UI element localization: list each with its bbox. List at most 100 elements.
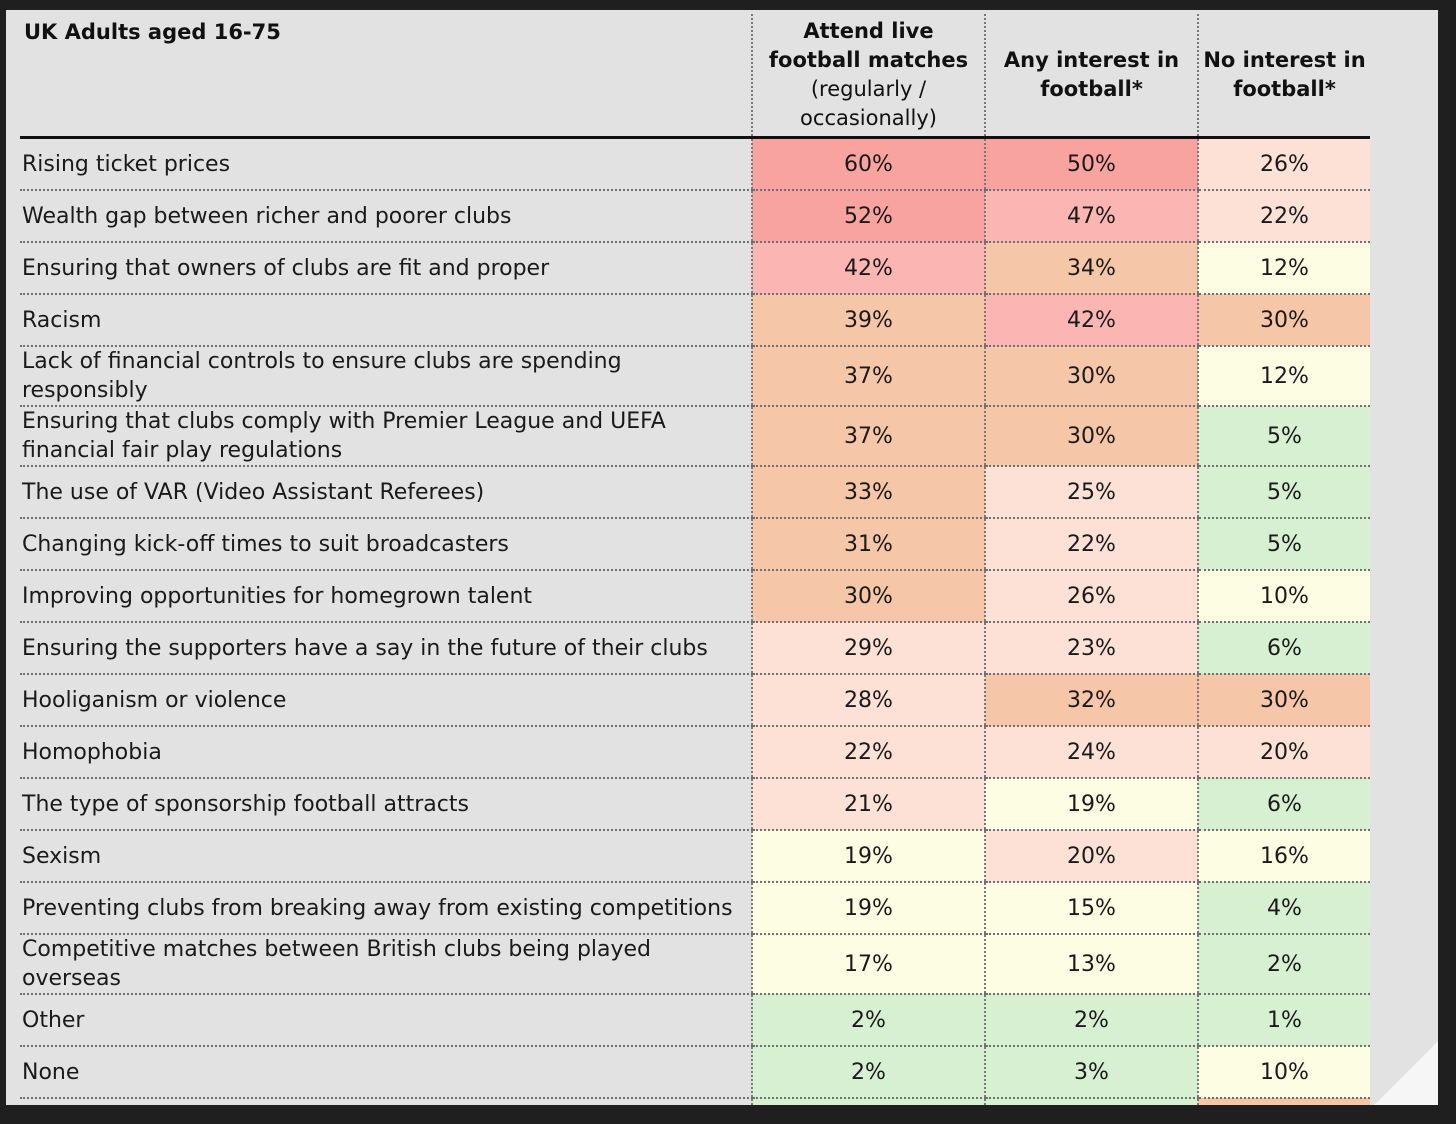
table-row: Don’t know1%4%39% [20, 1098, 1370, 1105]
value-cell: 33% [751, 466, 985, 519]
row-label: Other [20, 994, 752, 1047]
column-header-any-interest: Any interest in football* [984, 14, 1198, 139]
table-row: The type of sponsorship football attract… [20, 778, 1370, 831]
value-cell: 5% [1197, 466, 1370, 519]
row-label: Ensuring that owners of clubs are fit an… [20, 242, 752, 295]
value-cell: 30% [1197, 674, 1370, 727]
value-cell: 29% [751, 622, 985, 675]
table-row: Changing kick-off times to suit broadcas… [20, 518, 1370, 571]
value-cell: 32% [984, 674, 1198, 727]
value-cell: 10% [1197, 570, 1370, 623]
table-row: Preventing clubs from breaking away from… [20, 882, 1370, 935]
header-row: UK Adults aged 16-75 Attend live footbal… [20, 14, 1370, 139]
value-cell: 28% [751, 674, 985, 727]
row-label: Racism [20, 294, 752, 347]
value-cell: 19% [751, 830, 985, 883]
row-label: Don’t know [20, 1098, 752, 1105]
value-cell: 1% [751, 1098, 985, 1105]
value-cell: 22% [1197, 190, 1370, 243]
value-cell: 2% [1197, 934, 1370, 995]
value-cell: 2% [984, 994, 1198, 1047]
value-cell: 24% [984, 726, 1198, 779]
row-label: Sexism [20, 830, 752, 883]
row-label: Preventing clubs from breaking away from… [20, 882, 752, 935]
row-label: Homophobia [20, 726, 752, 779]
value-cell: 23% [984, 622, 1198, 675]
value-cell: 42% [984, 294, 1198, 347]
value-cell: 20% [984, 830, 1198, 883]
value-cell: 19% [984, 778, 1198, 831]
row-label: Improving opportunities for homegrown ta… [20, 570, 752, 623]
value-cell: 31% [751, 518, 985, 571]
value-cell: 5% [1197, 406, 1370, 467]
value-cell: 12% [1197, 242, 1370, 295]
value-cell: 4% [984, 1098, 1198, 1105]
table-row: Racism 39% 42% 30% [20, 294, 1370, 347]
row-label: Rising ticket prices [20, 137, 752, 191]
row-label: The use of VAR (Video Assistant Referees… [20, 466, 752, 519]
table-body: Rising ticket prices 60% 50% 26% Wealth gap … [20, 137, 1370, 1105]
row-label: None [20, 1046, 752, 1099]
table-row: Hooliganism or violence 28% 32% 30% [20, 674, 1370, 727]
heatmap-table: UK Adults aged 16-75 Attend live footbal… [20, 14, 1370, 1105]
table-row: Competitive matches between British club… [20, 934, 1370, 995]
table-row: Homophobia 22% 24% 20% [20, 726, 1370, 779]
column-header-subtitle: (regularly / occasionally) [800, 77, 937, 130]
value-cell: 12% [1197, 346, 1370, 407]
value-cell: 15% [984, 882, 1198, 935]
value-cell: 21% [751, 778, 985, 831]
value-cell: 19% [751, 882, 985, 935]
value-cell: 17% [751, 934, 985, 995]
row-label: The type of sponsorship football attract… [20, 778, 752, 831]
value-cell: 2% [751, 994, 985, 1047]
row-label: Competitive matches between British club… [20, 934, 752, 995]
value-cell: 30% [1197, 294, 1370, 347]
value-cell: 30% [984, 406, 1198, 467]
row-label: Lack of financial controls to ensure clu… [20, 346, 752, 407]
value-cell: 20% [1197, 726, 1370, 779]
column-header-title: Any interest in football* [1003, 48, 1180, 101]
page-corner-fold [1374, 1041, 1438, 1105]
value-cell: 16% [1197, 830, 1370, 883]
value-cell: 22% [984, 518, 1198, 571]
value-cell: 60% [751, 137, 985, 191]
table-row: None 2% 3% 10% [20, 1046, 1370, 1099]
value-cell: 22% [751, 726, 985, 779]
table-row: Ensuring that owners of clubs are fit an… [20, 242, 1370, 295]
value-cell: 50% [984, 137, 1198, 191]
table-frame: UK Adults aged 16-75 Attend live footbal… [6, 10, 1438, 1105]
table-row: Improving opportunities for homegrown ta… [20, 570, 1370, 623]
row-label: Hooliganism or violence [20, 674, 752, 727]
table-row: Ensuring that clubs comply with Premier … [20, 406, 1370, 467]
column-header-title: No interest in football* [1203, 48, 1366, 101]
table-row: Sexism 19% 20% 16% [20, 830, 1370, 883]
value-cell: 30% [751, 570, 985, 623]
row-label: Ensuring that clubs comply with Premier … [20, 406, 752, 467]
table-row: Rising ticket prices 60% 50% 26% [20, 137, 1370, 191]
value-cell: 6% [1197, 622, 1370, 675]
value-cell: 2% [751, 1046, 985, 1099]
table-row: Wealth gap between richer and poorer clu… [20, 190, 1370, 243]
table-row: Other 2% 2% 1% [20, 994, 1370, 1047]
value-cell: 52% [751, 190, 985, 243]
row-label: Ensuring the supporters have a say in th… [20, 622, 752, 675]
table-row: Ensuring the supporters have a say in th… [20, 622, 1370, 675]
value-cell: 6% [1197, 778, 1370, 831]
value-cell: 34% [984, 242, 1198, 295]
value-cell: 39% [1197, 1098, 1370, 1105]
value-cell: 5% [1197, 518, 1370, 571]
value-cell: 37% [751, 346, 985, 407]
value-cell: 4% [1197, 882, 1370, 935]
table-title: UK Adults aged 16-75 [20, 14, 752, 139]
value-cell: 3% [984, 1046, 1198, 1099]
value-cell: 1% [1197, 994, 1370, 1047]
value-cell: 26% [1197, 137, 1370, 191]
row-label: Changing kick-off times to suit broadcas… [20, 518, 752, 571]
column-header-no-interest: No interest in football* [1197, 14, 1370, 139]
row-label: Wealth gap between richer and poorer clu… [20, 190, 752, 243]
value-cell: 47% [984, 190, 1198, 243]
value-cell: 39% [751, 294, 985, 347]
value-cell: 30% [984, 346, 1198, 407]
value-cell: 13% [984, 934, 1198, 995]
table-row: Lack of financial controls to ensure clu… [20, 346, 1370, 407]
